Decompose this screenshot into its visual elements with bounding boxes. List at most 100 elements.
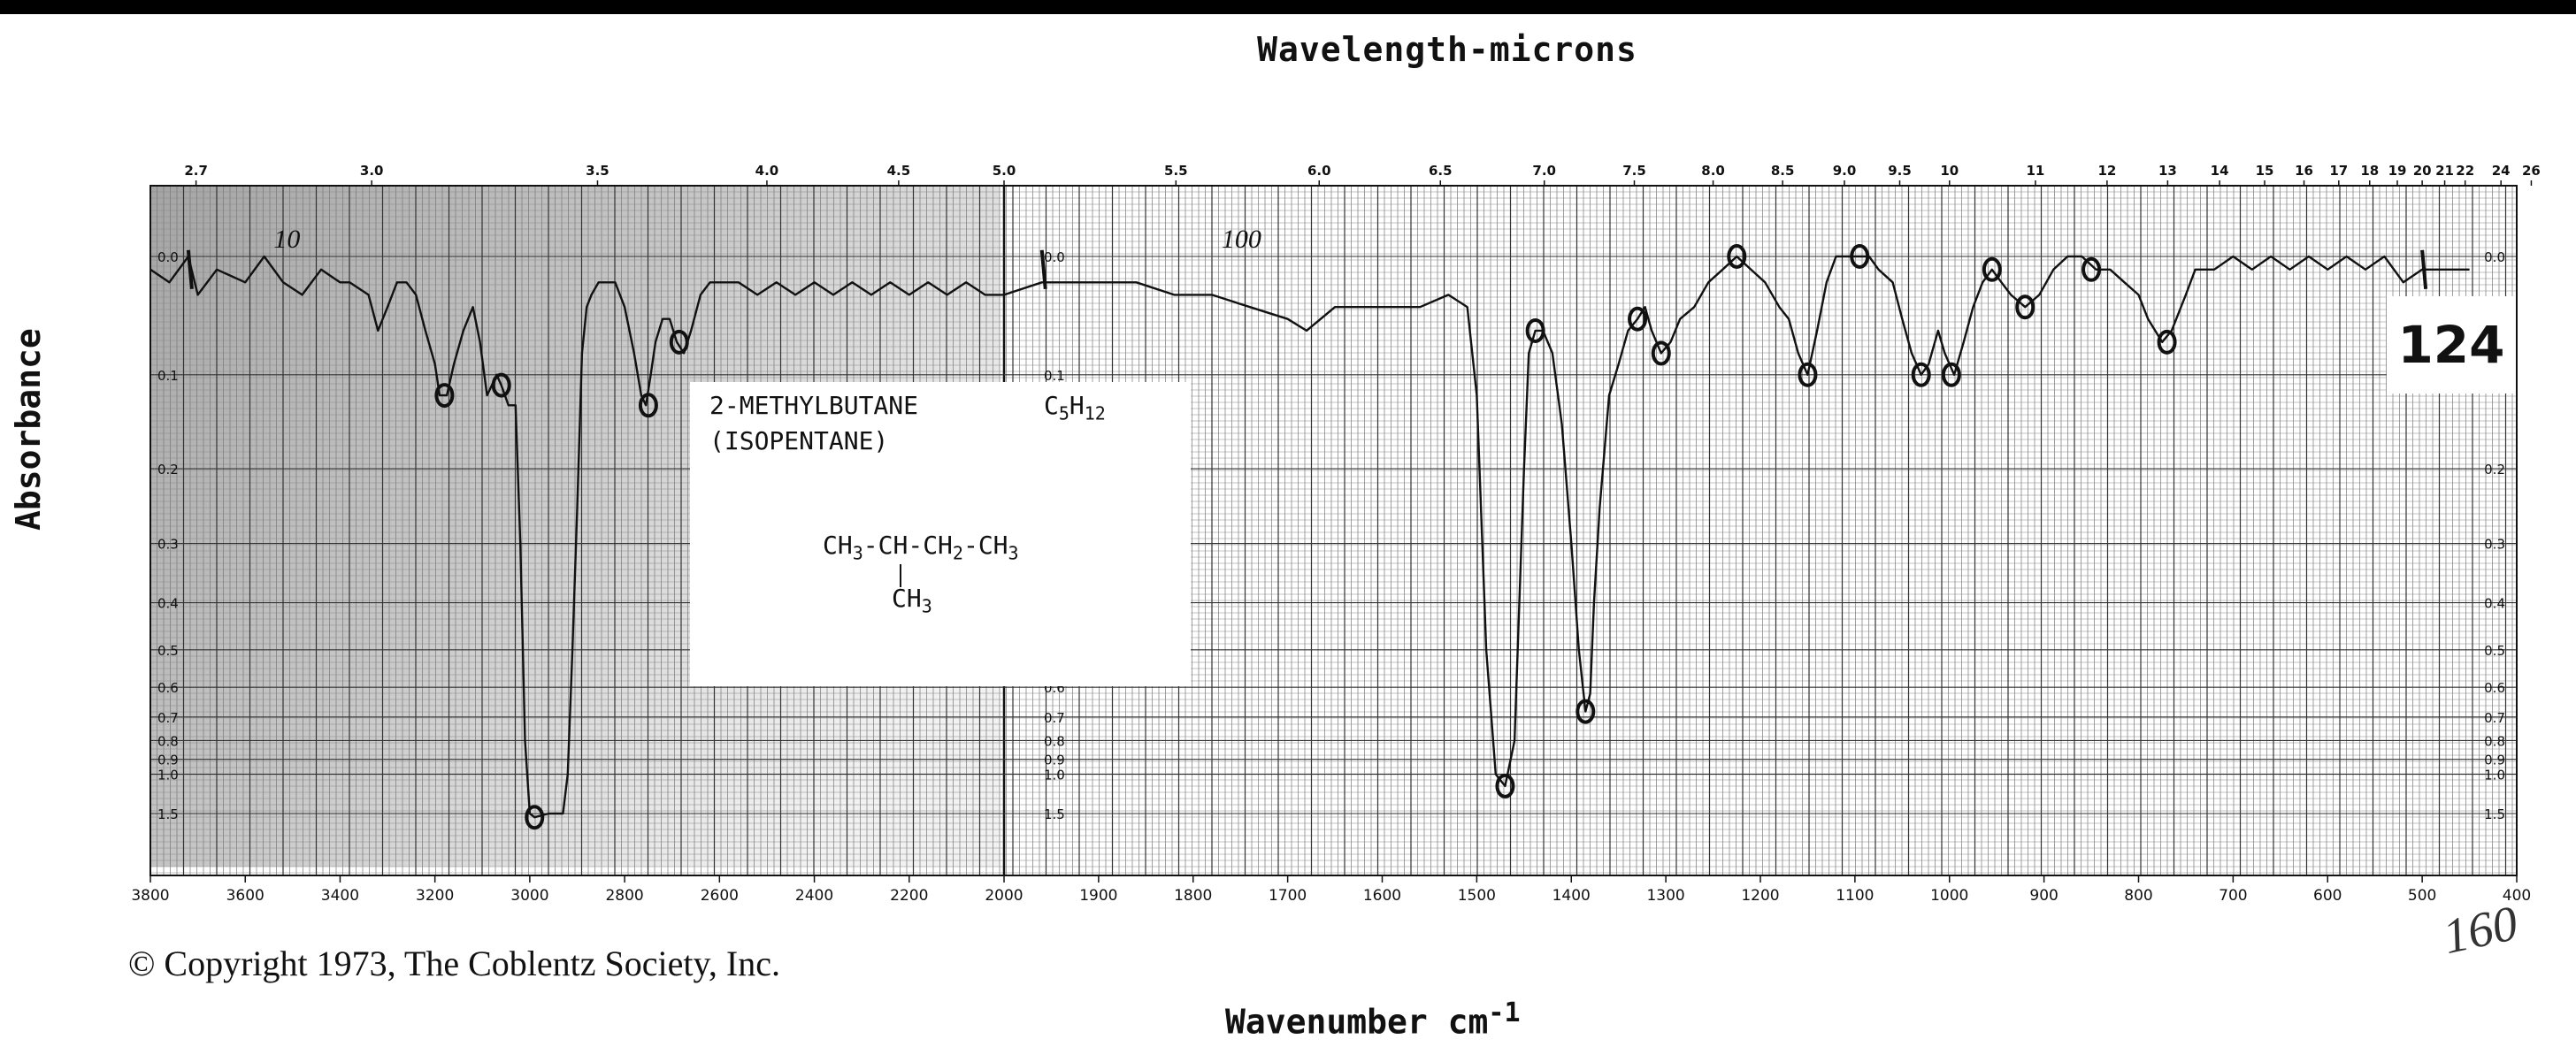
top-black-bar <box>0 0 2576 14</box>
top-tick-label: 6.0 <box>1307 163 1331 179</box>
peak-marker <box>2157 329 2177 355</box>
y-tick-label: 0.4 <box>2484 596 2505 612</box>
x-tick-label: 1400 <box>1552 887 1591 905</box>
compound-label: 2-METHYLBUTANE (ISOPENTANE) C5H12 CH3-CH… <box>690 382 1191 686</box>
x-tick-label: 1700 <box>1269 887 1307 905</box>
x-tick-label: 3000 <box>510 887 548 905</box>
y-tick-label: 0.7 <box>2484 710 2505 726</box>
peak-marker <box>1525 317 1545 343</box>
y-tick-label: 0.4 <box>157 596 179 612</box>
top-tick-label: 8.0 <box>1701 163 1725 179</box>
top-tick-label: 5.0 <box>993 163 1016 179</box>
x-tick-label: 2400 <box>795 887 833 905</box>
y-tick-label: 0.9 <box>1044 753 1065 768</box>
compound-name: 2-METHYLBUTANE <box>709 391 919 420</box>
y-tick-label: 0.8 <box>1044 733 1065 749</box>
top-tick-label: 22 <box>2456 163 2474 179</box>
y-tick-label: 0.7 <box>1044 710 1065 726</box>
hand-marker <box>1039 249 1047 289</box>
peak-marker <box>1798 362 1818 387</box>
x-tick-label: 1100 <box>1836 887 1874 905</box>
spectrum-trace <box>150 255 2470 819</box>
peak-marker <box>525 805 545 830</box>
x-tick-label: 1600 <box>1363 887 1401 905</box>
x-tick-label: 600 <box>2313 887 2342 905</box>
x-tick-label: 2200 <box>890 887 928 905</box>
top-tick-label: 3.5 <box>586 163 610 179</box>
y-tick-label: 0.3 <box>2484 537 2505 553</box>
x-tick-label: 900 <box>2029 887 2058 905</box>
x-tick-label: 700 <box>2219 887 2247 905</box>
top-tick-label: 7.0 <box>1532 163 1556 179</box>
hand-annotation: 100 <box>1222 225 1261 254</box>
top-tick-label: 4.0 <box>755 163 779 179</box>
y-tick-label: 0.3 <box>157 537 179 553</box>
peak-marker <box>1982 256 2002 282</box>
top-tick-label: 20 <box>2413 163 2432 179</box>
branch-methyl: CH3 <box>892 584 932 617</box>
y-tick-label: 1.5 <box>2484 806 2505 822</box>
top-tick-label: 6.5 <box>1429 163 1453 179</box>
bottom-axis-title: Wavenumber cm-1 <box>1225 997 1521 1042</box>
y-tick-label: 0.8 <box>157 733 179 749</box>
y-tick-label: 0.9 <box>157 753 179 768</box>
y-tick-label: 0.0 <box>2484 249 2505 265</box>
top-tick-label: 4.5 <box>887 163 911 179</box>
peak-marker <box>2082 256 2102 282</box>
y-tick-label: 0.7 <box>157 710 179 726</box>
peak-marker <box>1651 340 1671 366</box>
peak-marker <box>1911 362 1931 387</box>
structural-formula: CH3-CH-CH2-CH3 <box>823 531 1019 564</box>
sample-number: 124 <box>2387 296 2516 394</box>
x-tick-label: 3800 <box>131 887 169 905</box>
top-tick-label: 12 <box>2097 163 2116 179</box>
peak-marker <box>434 383 455 409</box>
y-tick-label: 1.0 <box>157 768 179 783</box>
top-axis-title: Wavelength-microns <box>1257 30 1637 69</box>
peak-marker <box>1941 362 1961 387</box>
x-tick-label: 500 <box>2408 887 2436 905</box>
hand-annotation: 10 <box>273 225 300 254</box>
x-tick-label: 1500 <box>1458 887 1496 905</box>
peak-marker <box>1628 306 1648 332</box>
y-tick-label: 0.5 <box>2484 643 2505 659</box>
hand-marker <box>186 249 194 289</box>
top-tick-label: 7.5 <box>1622 163 1646 179</box>
top-tick-label: 19 <box>2388 163 2407 179</box>
y-tick-label: 0.2 <box>2484 462 2505 478</box>
x-tick-label: 2800 <box>605 887 643 905</box>
top-tick-label: 2.7 <box>184 163 208 179</box>
peak-marker <box>638 393 658 418</box>
bottom-axis-ticks: 3800 3600 3400 3200 3000 2800 2600 2400 2200 2000… <box>131 875 2531 905</box>
y-tick-label: 0.9 <box>2484 753 2505 768</box>
peak-marker <box>2015 294 2036 320</box>
top-tick-label: 24 <box>2492 163 2511 179</box>
x-tick-label: 1000 <box>1930 887 1968 905</box>
y-tick-label: 0.1 <box>157 368 179 384</box>
top-tick-label: 21 <box>2435 163 2454 179</box>
x-tick-label: 1900 <box>1079 887 1117 905</box>
top-tick-label: 13 <box>2158 163 2177 179</box>
molecular-formula: C5H12 <box>1044 391 1106 424</box>
x-tick-label: 3200 <box>416 887 454 905</box>
peak-marker <box>1727 244 1747 269</box>
copyright-notice: © Copyright 1973, The Coblentz Society, … <box>128 944 780 983</box>
top-tick-label: 15 <box>2256 163 2274 179</box>
top-tick-label: 18 <box>2360 163 2379 179</box>
peak-marker <box>1576 699 1596 724</box>
y-tick-label: 0.0 <box>157 249 179 265</box>
top-axis-ticks: 2.7 3.0 3.5 4.0 4.5 5.0 5.5 6.0 6.5 7.0 7.5 8.0 8.5 9… <box>184 163 2541 186</box>
top-tick-label: 9.5 <box>1888 163 1912 179</box>
x-tick-label: 1200 <box>1741 887 1779 905</box>
peak-marker <box>491 372 511 398</box>
top-tick-label: 14 <box>2211 163 2229 179</box>
y-tick-label: 0.6 <box>2484 680 2505 696</box>
top-tick-label: 16 <box>2295 163 2313 179</box>
y-tick-label: 1.0 <box>1044 768 1065 783</box>
x-tick-label: 2000 <box>985 887 1023 905</box>
trace-group <box>150 255 2470 819</box>
x-tick-label: 1800 <box>1174 887 1212 905</box>
y-tick-label: 1.5 <box>1044 806 1065 822</box>
top-tick-label: 10 <box>1940 163 1959 179</box>
